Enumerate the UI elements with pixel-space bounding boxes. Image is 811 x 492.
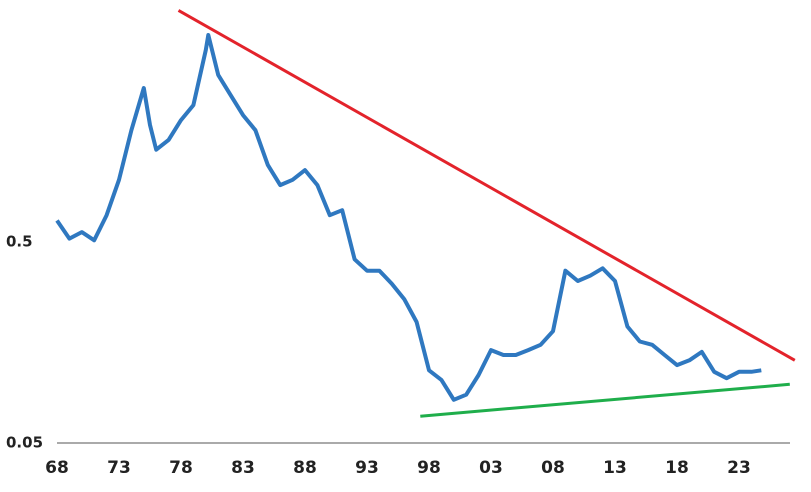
x-tick-label: 73 [107, 458, 131, 478]
x-tick-label: 13 [603, 458, 627, 478]
x-tick-label: 93 [355, 458, 379, 478]
x-tick-label: 78 [169, 458, 193, 478]
x-tick-label: 23 [727, 458, 751, 478]
x-tick-label: 68 [45, 458, 69, 478]
x-tick-label: 18 [665, 458, 689, 478]
line [420, 382, 790, 418]
x-tick-label: 08 [541, 458, 565, 478]
x-tick-label: 98 [417, 458, 441, 478]
x-tick-label: 83 [231, 458, 255, 478]
y-tick-label: 0.05 [6, 434, 43, 452]
y-tick-label: 0.5 [6, 233, 33, 251]
line [55, 33, 762, 402]
x-tick-label: 03 [479, 458, 503, 478]
x-tick-label: 88 [293, 458, 317, 478]
line [177, 9, 796, 362]
